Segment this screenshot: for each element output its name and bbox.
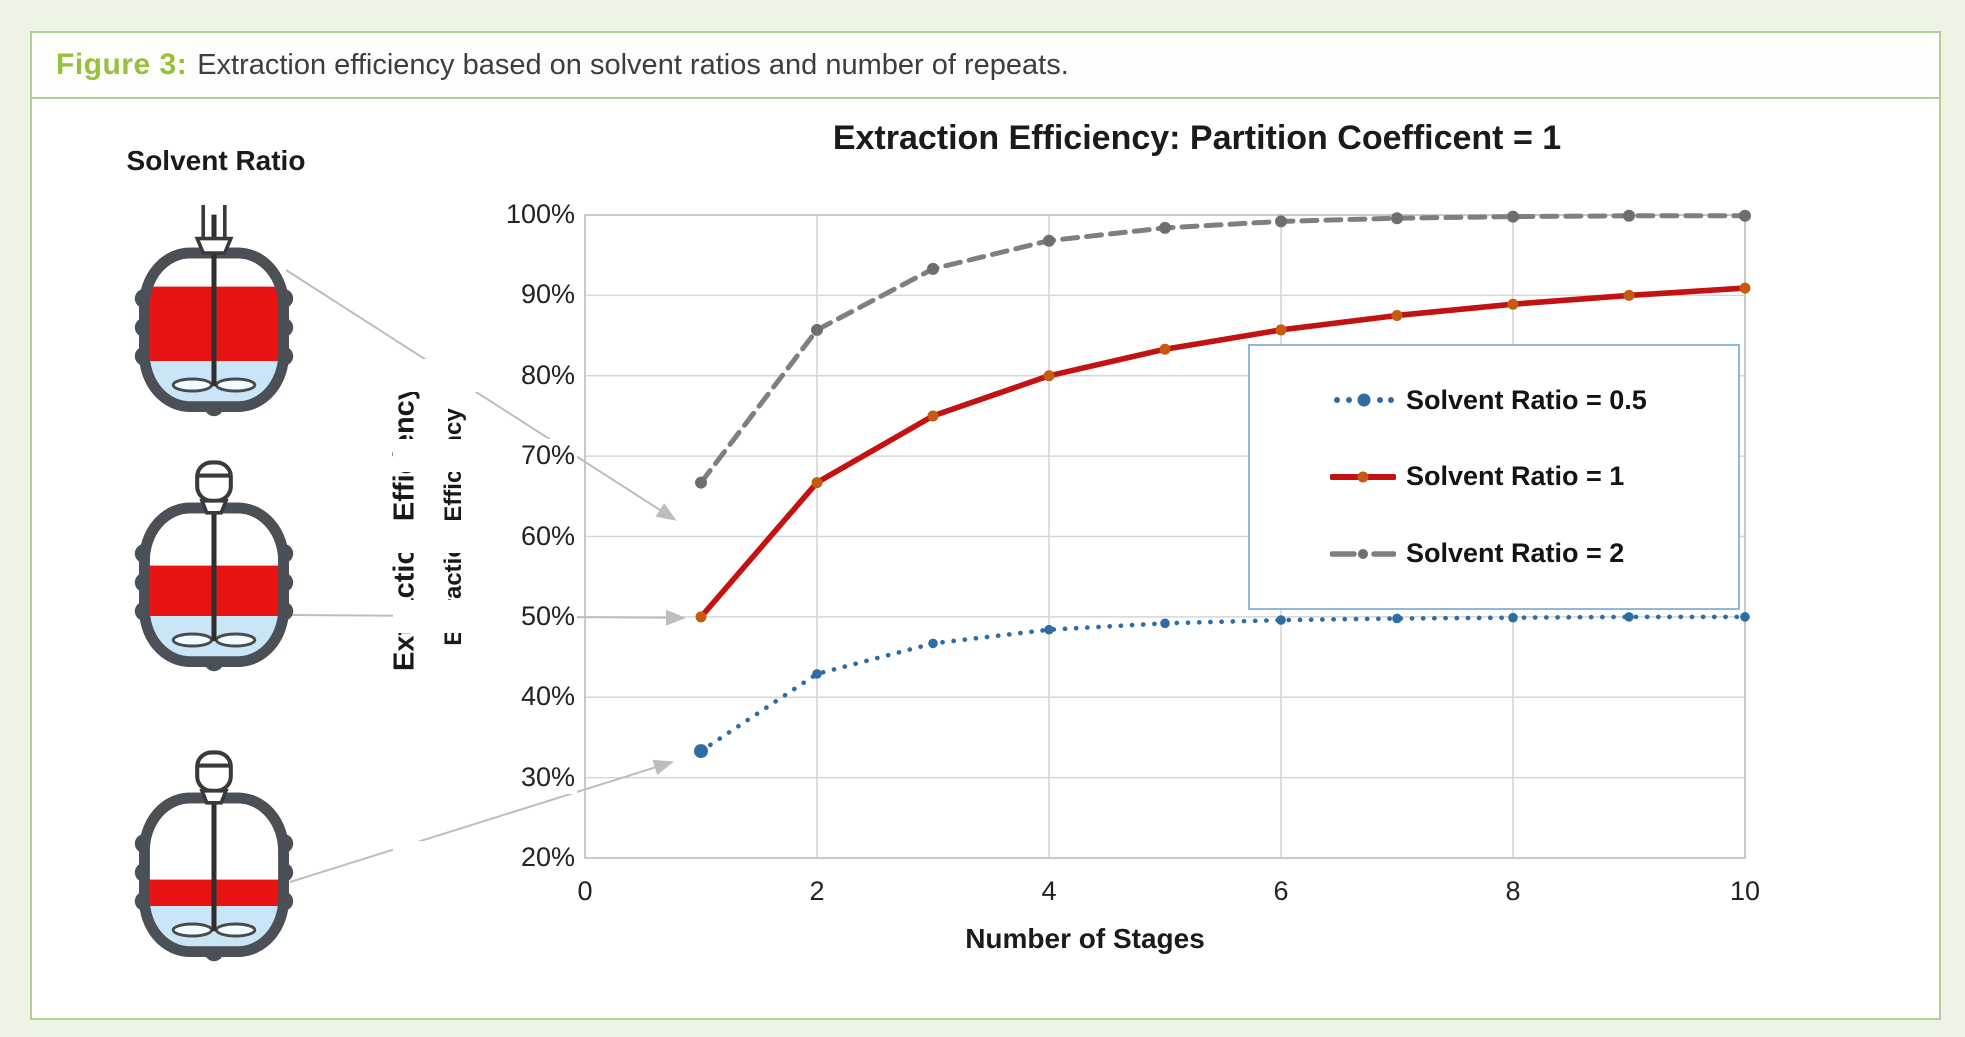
data-marker bbox=[811, 477, 823, 489]
x-tick: 10 bbox=[1729, 876, 1761, 906]
data-marker bbox=[1159, 343, 1171, 355]
legend-item: Solvent Ratio = 0.5 bbox=[1330, 385, 1738, 416]
legend-label: Solvent Ratio = 2 bbox=[1406, 538, 1625, 569]
x-tick: 2 bbox=[809, 876, 825, 906]
data-marker bbox=[1275, 324, 1287, 336]
data-marker bbox=[927, 262, 939, 275]
x-axis-title: Number of Stages bbox=[965, 923, 1205, 954]
data-marker bbox=[928, 638, 938, 649]
y-tick: 80% bbox=[393, 358, 577, 392]
data-marker bbox=[812, 669, 822, 679]
data-marker bbox=[1508, 612, 1518, 623]
legend-marker-solid bbox=[1330, 471, 1396, 483]
data-marker bbox=[1740, 612, 1750, 622]
y-tick: 70% bbox=[393, 439, 577, 473]
stirrer-motor bbox=[195, 460, 233, 503]
x-tick: 6 bbox=[1273, 876, 1289, 906]
series-line-1 bbox=[698, 285, 1748, 620]
vessel-solvent-ratio-1 bbox=[134, 460, 294, 672]
y-tick: 100% bbox=[393, 198, 577, 231]
data-marker bbox=[1043, 370, 1055, 382]
data-marker bbox=[1391, 212, 1403, 225]
series-line-0 bbox=[698, 614, 1748, 754]
motor-flange bbox=[199, 789, 229, 805]
chart-title: Extraction Efficiency: Partition Coeffic… bbox=[832, 119, 1562, 157]
x-tick: 4 bbox=[1041, 876, 1057, 906]
annotation-arrow-3 bbox=[289, 759, 674, 883]
impeller-blade bbox=[171, 632, 214, 648]
y-tick: 50% bbox=[393, 599, 577, 633]
impeller-blade bbox=[214, 922, 257, 938]
figure-content: Extraction Efficiency: Partition Coeffic… bbox=[32, 101, 1939, 1018]
y-tick: 60% bbox=[393, 519, 577, 553]
annotation-arrow-1 bbox=[285, 269, 677, 521]
legend: Solvent Ratio = 0.5 Solvent Ratio = 1 Solv… bbox=[1248, 344, 1740, 610]
plot-border bbox=[584, 214, 1746, 859]
vessel-solvent-ratio-2 bbox=[134, 205, 294, 417]
y-tick: 30% bbox=[393, 760, 577, 794]
data-marker bbox=[1507, 210, 1519, 223]
stirrer-motor bbox=[195, 750, 233, 793]
y-tick: 20% bbox=[393, 841, 577, 874]
figure-caption-row: Figure 3: Extraction efficiency based on… bbox=[32, 33, 1939, 99]
motor-flange bbox=[199, 499, 229, 515]
y-tick: 90% bbox=[393, 278, 577, 312]
data-marker bbox=[1391, 309, 1403, 321]
data-marker bbox=[1275, 215, 1287, 228]
impeller-blade bbox=[214, 632, 257, 648]
data-marker bbox=[1392, 613, 1402, 624]
data-marker bbox=[1276, 615, 1286, 625]
impeller-blade bbox=[171, 922, 214, 938]
figure-label: Figure 3: bbox=[56, 48, 188, 81]
legend-marker-dotted bbox=[1334, 393, 1394, 407]
solvent-ratio-heading: Solvent Ratio bbox=[126, 145, 306, 176]
x-tick: 8 bbox=[1505, 876, 1521, 906]
x-tick: 0 bbox=[577, 876, 593, 906]
data-marker bbox=[1623, 209, 1635, 222]
impeller-blade bbox=[214, 377, 257, 393]
data-marker bbox=[1739, 209, 1751, 222]
data-marker bbox=[1160, 618, 1170, 629]
legend-item: Solvent Ratio = 2 bbox=[1330, 538, 1738, 569]
data-marker bbox=[1739, 282, 1751, 294]
data-marker bbox=[1624, 612, 1634, 622]
legend-label: Solvent Ratio = 0.5 bbox=[1406, 384, 1647, 415]
data-marker bbox=[1623, 289, 1635, 301]
series-line-2 bbox=[698, 213, 1748, 486]
data-marker bbox=[695, 476, 707, 489]
impeller-blade bbox=[171, 377, 214, 393]
data-marker bbox=[927, 410, 939, 422]
legend-item: Solvent Ratio = 1 bbox=[1330, 461, 1738, 492]
figure-box: Figure 3: Extraction efficiency based on… bbox=[30, 31, 1941, 1020]
legend-marker-dashed bbox=[1330, 548, 1396, 559]
data-marker bbox=[811, 323, 823, 336]
data-marker bbox=[1044, 624, 1054, 635]
vessel-solvent-ratio-0.5 bbox=[134, 750, 294, 962]
data-marker bbox=[1043, 234, 1055, 247]
data-marker bbox=[1159, 221, 1171, 234]
inlet-flange bbox=[194, 236, 234, 255]
data-marker bbox=[695, 611, 707, 623]
legend-label: Solvent Ratio = 1 bbox=[1406, 461, 1625, 492]
y-tick: 40% bbox=[393, 680, 577, 714]
data-marker bbox=[1507, 298, 1519, 310]
figure-caption: Extraction efficiency based on solvent r… bbox=[197, 48, 1069, 81]
data-marker bbox=[694, 744, 708, 759]
